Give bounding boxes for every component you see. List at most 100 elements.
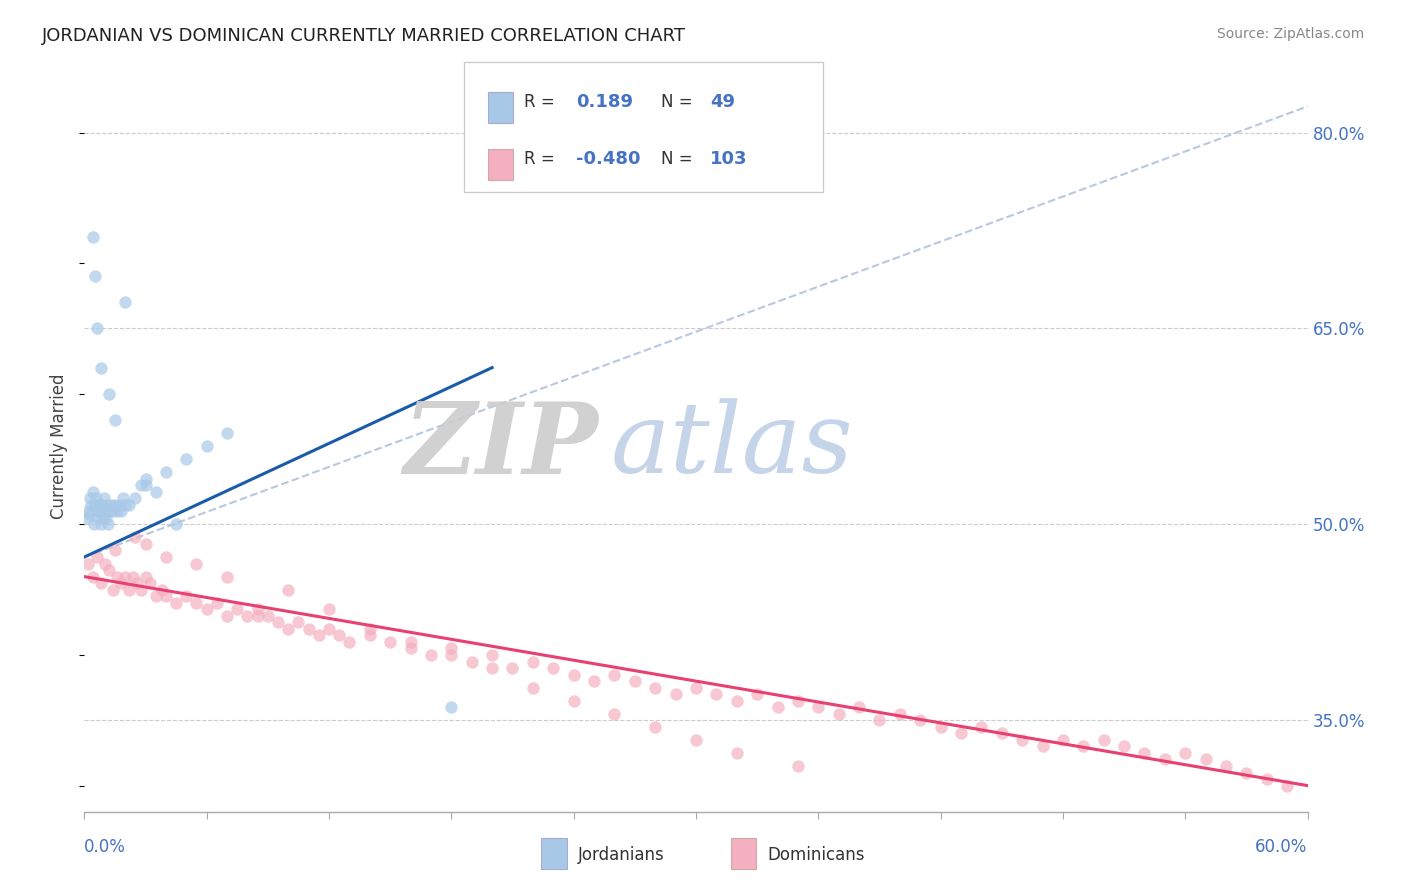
Point bbox=[174, 452, 197, 467]
Point bbox=[1011, 732, 1033, 747]
Point bbox=[118, 498, 141, 512]
Point bbox=[562, 694, 585, 708]
Point bbox=[929, 720, 952, 734]
Point bbox=[155, 465, 177, 479]
Point bbox=[1277, 779, 1299, 793]
Point bbox=[135, 472, 157, 486]
Point bbox=[287, 615, 309, 630]
Point bbox=[257, 608, 280, 623]
Point bbox=[298, 622, 321, 636]
Point bbox=[502, 661, 524, 675]
Point bbox=[236, 608, 259, 623]
Point bbox=[100, 498, 122, 512]
Point bbox=[787, 694, 810, 708]
Point bbox=[725, 746, 748, 760]
Point bbox=[481, 661, 503, 675]
Text: 60.0%: 60.0% bbox=[1256, 838, 1308, 855]
Point bbox=[267, 615, 290, 630]
Text: 49: 49 bbox=[710, 94, 735, 112]
Point bbox=[186, 596, 208, 610]
Point bbox=[1114, 739, 1136, 754]
Point bbox=[145, 484, 167, 499]
Point bbox=[82, 230, 104, 244]
Point bbox=[90, 576, 112, 591]
Point bbox=[112, 491, 135, 506]
Point bbox=[1174, 746, 1197, 760]
Point bbox=[359, 622, 381, 636]
Point bbox=[380, 635, 402, 649]
Point bbox=[90, 517, 112, 532]
Text: 103: 103 bbox=[710, 150, 748, 168]
Point bbox=[583, 674, 606, 689]
Point bbox=[124, 530, 146, 544]
Point bbox=[114, 569, 136, 583]
Point bbox=[108, 498, 131, 512]
Point bbox=[217, 425, 239, 440]
Point bbox=[246, 608, 269, 623]
Point bbox=[91, 511, 114, 525]
Point bbox=[603, 667, 626, 681]
Point bbox=[83, 498, 105, 512]
Point bbox=[97, 517, 120, 532]
Point bbox=[339, 635, 361, 649]
Point bbox=[828, 706, 851, 721]
Point bbox=[83, 517, 105, 532]
Point bbox=[685, 732, 707, 747]
Point bbox=[145, 589, 167, 603]
Point bbox=[787, 759, 810, 773]
Point bbox=[277, 582, 299, 597]
Point bbox=[522, 655, 544, 669]
Point bbox=[1092, 732, 1115, 747]
Point bbox=[93, 557, 115, 571]
Point bbox=[82, 484, 104, 499]
Point bbox=[461, 655, 484, 669]
Point bbox=[135, 478, 157, 492]
Text: R =: R = bbox=[524, 94, 555, 112]
Point bbox=[665, 687, 688, 701]
Point bbox=[970, 720, 993, 734]
Point bbox=[246, 602, 269, 616]
Point bbox=[644, 720, 666, 734]
Y-axis label: Currently Married: Currently Married bbox=[51, 373, 69, 519]
Point bbox=[86, 511, 108, 525]
Point bbox=[110, 504, 132, 518]
Point bbox=[1052, 732, 1074, 747]
Point bbox=[86, 321, 108, 335]
Point bbox=[766, 700, 789, 714]
Point bbox=[1195, 752, 1218, 766]
Point bbox=[1215, 759, 1237, 773]
Point bbox=[135, 537, 157, 551]
Point bbox=[79, 507, 101, 521]
Text: N =: N = bbox=[661, 94, 692, 112]
Point bbox=[1073, 739, 1095, 754]
Point bbox=[87, 504, 110, 518]
Point bbox=[869, 714, 891, 728]
Point bbox=[562, 667, 585, 681]
Point bbox=[104, 543, 127, 558]
Point bbox=[104, 498, 127, 512]
Text: 0.189: 0.189 bbox=[576, 94, 634, 112]
Point bbox=[481, 648, 503, 662]
Point bbox=[399, 635, 422, 649]
Point bbox=[205, 596, 228, 610]
Point bbox=[131, 582, 153, 597]
Point bbox=[308, 628, 330, 642]
Point bbox=[543, 661, 565, 675]
Point bbox=[186, 557, 208, 571]
Point bbox=[79, 491, 101, 506]
Point bbox=[522, 681, 544, 695]
Point bbox=[644, 681, 666, 695]
Point bbox=[359, 628, 381, 642]
Point bbox=[94, 511, 117, 525]
Point bbox=[807, 700, 830, 714]
Point bbox=[114, 498, 136, 512]
Point bbox=[1032, 739, 1054, 754]
Text: Dominicans: Dominicans bbox=[768, 846, 865, 863]
Point bbox=[165, 596, 187, 610]
Point bbox=[86, 504, 108, 518]
Point bbox=[135, 569, 157, 583]
Point bbox=[96, 498, 118, 512]
Point bbox=[77, 504, 100, 518]
Point bbox=[328, 628, 350, 642]
Point bbox=[97, 504, 120, 518]
